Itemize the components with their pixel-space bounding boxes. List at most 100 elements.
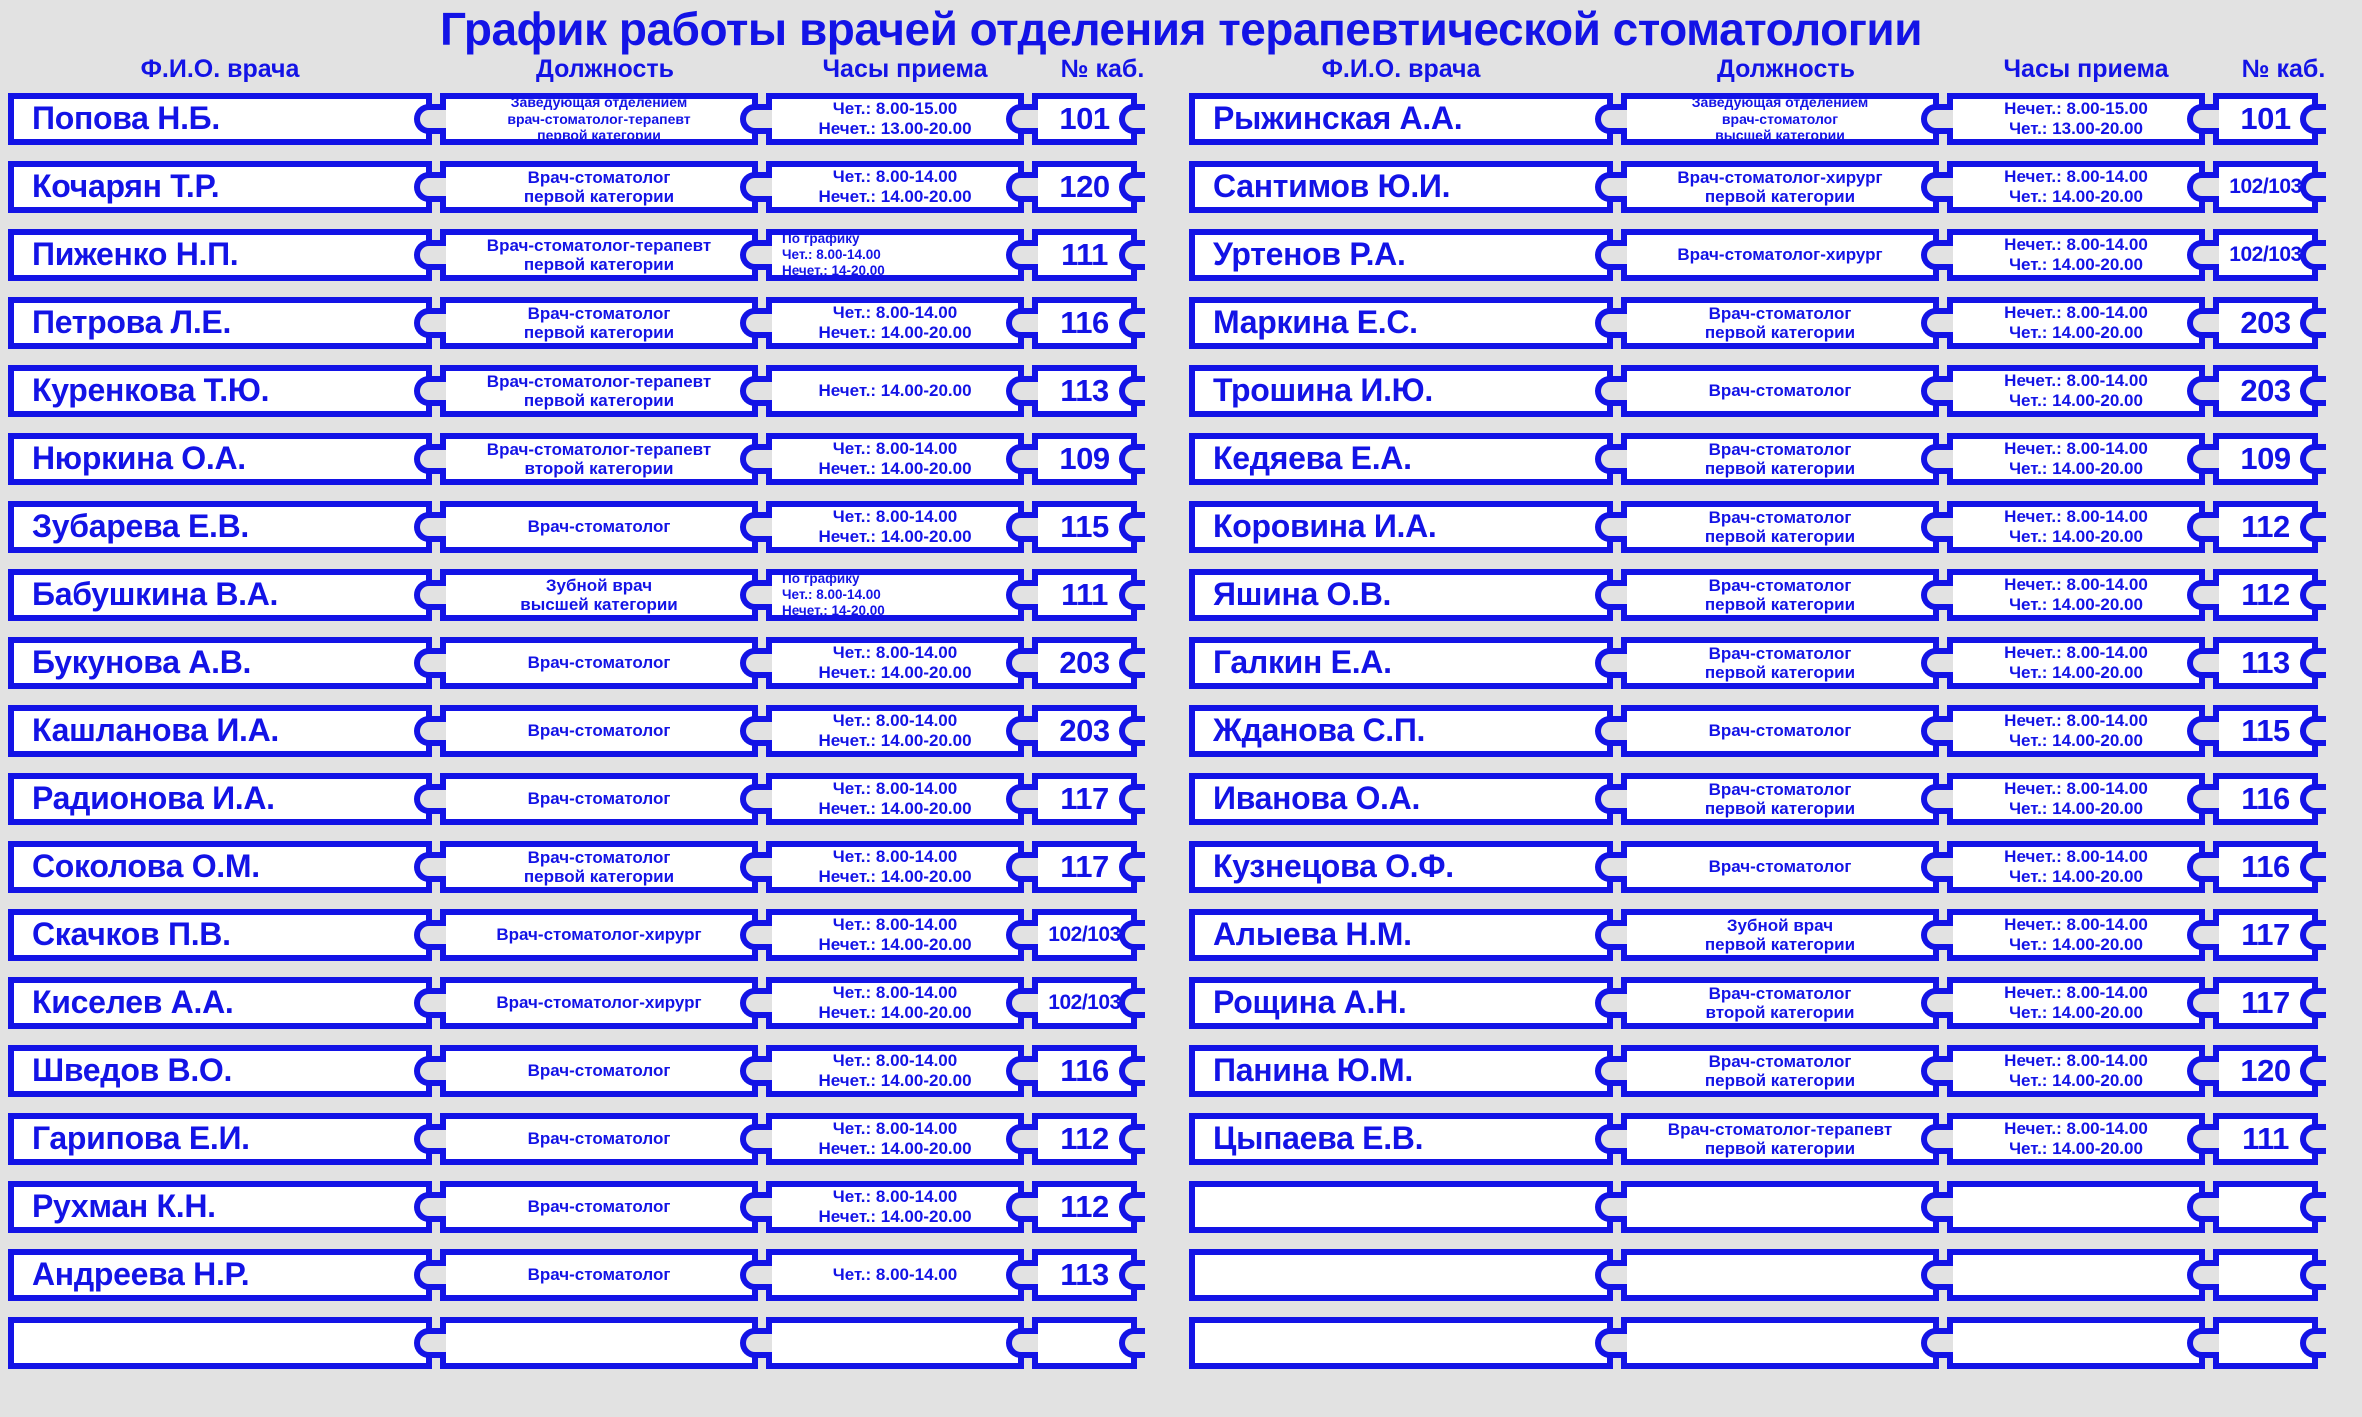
doctor-name-tag[interactable]: Кузнецова О.Ф. xyxy=(1189,840,1613,893)
doctor-position-tag[interactable]: Врач-стоматолог первой категории xyxy=(1621,1044,1939,1097)
doctor-cabinet-tag[interactable]: 203 xyxy=(1032,704,1137,757)
doctor-position-tag[interactable]: Врач-стоматолог xyxy=(440,772,758,825)
doctor-name-tag[interactable]: Уртенов Р.А. xyxy=(1189,228,1613,281)
doctor-name-tag[interactable]: Нюркина О.А. xyxy=(8,432,432,485)
doctor-name-tag[interactable]: Андреева Н.Р. xyxy=(8,1248,432,1301)
doctor-cabinet-tag[interactable] xyxy=(2213,1316,2318,1369)
doctor-name-tag[interactable]: Бабушкина В.А. xyxy=(8,568,432,621)
doctor-cabinet-tag[interactable]: 117 xyxy=(2213,908,2318,961)
doctor-hours-tag[interactable]: Нечет.: 8.00-14.00 Чет.: 14.00-20.00 xyxy=(1947,160,2205,213)
doctor-hours-tag[interactable] xyxy=(1947,1248,2205,1301)
doctor-hours-tag[interactable]: Чет.: 8.00-14.00 Нечет.: 14.00-20.00 xyxy=(766,432,1024,485)
doctor-name-tag[interactable]: Гарипова Е.И. xyxy=(8,1112,432,1165)
doctor-position-tag[interactable]: Врач-стоматолог второй категории xyxy=(1621,976,1939,1029)
doctor-hours-tag[interactable]: Чет.: 8.00-14.00 Нечет.: 14.00-20.00 xyxy=(766,704,1024,757)
doctor-hours-tag[interactable]: Чет.: 8.00-14.00 Нечет.: 14.00-20.00 xyxy=(766,1112,1024,1165)
doctor-position-tag[interactable]: Врач-стоматолог первой категории xyxy=(1621,432,1939,485)
doctor-name-tag[interactable]: Маркина Е.С. xyxy=(1189,296,1613,349)
doctor-position-tag[interactable]: Заведующая отделением врач-стоматолог высш… xyxy=(1621,92,1939,145)
doctor-name-tag[interactable]: Галкин Е.А. xyxy=(1189,636,1613,689)
doctor-hours-tag[interactable]: Чет.: 8.00-14.00 Нечет.: 14.00-20.00 xyxy=(766,976,1024,1029)
doctor-name-tag[interactable]: Соколова О.М. xyxy=(8,840,432,893)
doctor-position-tag[interactable] xyxy=(1621,1180,1939,1233)
doctor-cabinet-tag[interactable]: 116 xyxy=(2213,840,2318,893)
doctor-name-tag[interactable] xyxy=(1189,1316,1613,1369)
doctor-position-tag[interactable]: Врач-стоматолог xyxy=(440,1044,758,1097)
doctor-hours-tag[interactable]: Нечет.: 8.00-14.00 Чет.: 14.00-20.00 xyxy=(1947,840,2205,893)
doctor-cabinet-tag[interactable]: 116 xyxy=(1032,296,1137,349)
doctor-position-tag[interactable]: Врач-стоматолог-терапевт первой категории xyxy=(1621,1112,1939,1165)
doctor-position-tag[interactable]: Врач-стоматолог-терапевт первой категории xyxy=(440,228,758,281)
doctor-cabinet-tag[interactable]: 115 xyxy=(1032,500,1137,553)
doctor-cabinet-tag[interactable]: 117 xyxy=(1032,840,1137,893)
doctor-cabinet-tag[interactable]: 112 xyxy=(2213,568,2318,621)
doctor-name-tag[interactable]: Жданова С.П. xyxy=(1189,704,1613,757)
doctor-hours-tag[interactable]: Чет.: 8.00-14.00 Нечет.: 14.00-20.00 xyxy=(766,636,1024,689)
doctor-cabinet-tag[interactable]: 102/103 xyxy=(2213,228,2318,281)
doctor-name-tag[interactable] xyxy=(8,1316,432,1369)
doctor-cabinet-tag[interactable]: 203 xyxy=(2213,364,2318,417)
doctor-hours-tag[interactable]: Нечет.: 8.00-14.00 Чет.: 14.00-20.00 xyxy=(1947,1112,2205,1165)
doctor-hours-tag[interactable]: Нечет.: 14.00-20.00 xyxy=(766,364,1024,417)
doctor-cabinet-tag[interactable]: 111 xyxy=(2213,1112,2318,1165)
doctor-position-tag[interactable]: Врач-стоматолог первой категории xyxy=(1621,772,1939,825)
doctor-name-tag[interactable]: Алыева Н.М. xyxy=(1189,908,1613,961)
doctor-hours-tag[interactable] xyxy=(766,1316,1024,1369)
doctor-hours-tag[interactable]: По графику Чет.: 8.00-14.00 Нечет.: 14-20.… xyxy=(766,568,1024,621)
doctor-hours-tag[interactable]: Нечет.: 8.00-14.00 Чет.: 14.00-20.00 xyxy=(1947,772,2205,825)
doctor-hours-tag[interactable] xyxy=(1947,1316,2205,1369)
doctor-hours-tag[interactable]: По графику Чет.: 8.00-14.00 Нечет.: 14-20.… xyxy=(766,228,1024,281)
doctor-position-tag[interactable]: Врач-стоматолог-хирург xyxy=(440,976,758,1029)
doctor-name-tag[interactable]: Панина Ю.М. xyxy=(1189,1044,1613,1097)
doctor-name-tag[interactable]: Цыпаева Е.В. xyxy=(1189,1112,1613,1165)
doctor-cabinet-tag[interactable] xyxy=(1032,1316,1137,1369)
doctor-position-tag[interactable]: Врач-стоматолог первой категории xyxy=(1621,500,1939,553)
doctor-position-tag[interactable]: Врач-стоматолог xyxy=(440,500,758,553)
doctor-name-tag[interactable]: Сантимов Ю.И. xyxy=(1189,160,1613,213)
doctor-name-tag[interactable] xyxy=(1189,1248,1613,1301)
doctor-position-tag[interactable]: Врач-стоматолог-терапевт первой категории xyxy=(440,364,758,417)
doctor-hours-tag[interactable]: Чет.: 8.00-14.00 Нечет.: 14.00-20.00 xyxy=(766,1180,1024,1233)
doctor-position-tag[interactable]: Врач-стоматолог xyxy=(440,1112,758,1165)
doctor-name-tag[interactable]: Яшина О.В. xyxy=(1189,568,1613,621)
doctor-hours-tag[interactable]: Чет.: 8.00-14.00 Нечет.: 14.00-20.00 xyxy=(766,296,1024,349)
doctor-cabinet-tag[interactable]: 102/103 xyxy=(1032,976,1137,1029)
doctor-cabinet-tag[interactable]: 117 xyxy=(1032,772,1137,825)
doctor-position-tag[interactable]: Врач-стоматолог первой категории xyxy=(1621,296,1939,349)
doctor-position-tag[interactable]: Врач-стоматолог-хирург xyxy=(1621,228,1939,281)
doctor-cabinet-tag[interactable]: 101 xyxy=(2213,92,2318,145)
doctor-name-tag[interactable]: Кедяева Е.А. xyxy=(1189,432,1613,485)
doctor-cabinet-tag[interactable]: 112 xyxy=(2213,500,2318,553)
doctor-cabinet-tag[interactable]: 117 xyxy=(2213,976,2318,1029)
doctor-cabinet-tag[interactable]: 101 xyxy=(1032,92,1137,145)
doctor-hours-tag[interactable]: Нечет.: 8.00-14.00 Чет.: 14.00-20.00 xyxy=(1947,908,2205,961)
doctor-cabinet-tag[interactable]: 112 xyxy=(1032,1180,1137,1233)
doctor-position-tag[interactable]: Врач-стоматолог xyxy=(1621,840,1939,893)
doctor-position-tag[interactable]: Врач-стоматолог xyxy=(440,636,758,689)
doctor-name-tag[interactable]: Рухман К.Н. xyxy=(8,1180,432,1233)
doctor-position-tag[interactable]: Врач-стоматолог xyxy=(440,1180,758,1233)
doctor-name-tag[interactable]: Радионова И.А. xyxy=(8,772,432,825)
doctor-hours-tag[interactable]: Нечет.: 8.00-14.00 Чет.: 14.00-20.00 xyxy=(1947,296,2205,349)
doctor-hours-tag[interactable]: Чет.: 8.00-14.00 Нечет.: 14.00-20.00 xyxy=(766,840,1024,893)
doctor-cabinet-tag[interactable]: 203 xyxy=(1032,636,1137,689)
doctor-cabinet-tag[interactable]: 115 xyxy=(2213,704,2318,757)
doctor-hours-tag[interactable]: Чет.: 8.00-15.00 Нечет.: 13.00-20.00 xyxy=(766,92,1024,145)
doctor-position-tag[interactable]: Врач-стоматолог первой категории xyxy=(440,840,758,893)
doctor-position-tag[interactable]: Врач-стоматолог первой категории xyxy=(440,160,758,213)
doctor-position-tag[interactable]: Зубной врач высшей категории xyxy=(440,568,758,621)
doctor-cabinet-tag[interactable]: 120 xyxy=(2213,1044,2318,1097)
doctor-name-tag[interactable]: Букунова А.В. xyxy=(8,636,432,689)
doctor-hours-tag[interactable]: Нечет.: 8.00-14.00 Чет.: 14.00-20.00 xyxy=(1947,228,2205,281)
doctor-hours-tag[interactable]: Чет.: 8.00-14.00 xyxy=(766,1248,1024,1301)
doctor-cabinet-tag[interactable]: 111 xyxy=(1032,568,1137,621)
doctor-position-tag[interactable]: Врач-стоматолог первой категории xyxy=(440,296,758,349)
doctor-cabinet-tag[interactable]: 109 xyxy=(2213,432,2318,485)
doctor-position-tag[interactable]: Врач-стоматолог-терапевт второй категории xyxy=(440,432,758,485)
doctor-name-tag[interactable]: Кашланова И.А. xyxy=(8,704,432,757)
doctor-hours-tag[interactable]: Чет.: 8.00-14.00 Нечет.: 14.00-20.00 xyxy=(766,500,1024,553)
doctor-position-tag[interactable]: Заведующая отделением врач-стоматолог-тер… xyxy=(440,92,758,145)
doctor-hours-tag[interactable]: Чет.: 8.00-14.00 Нечет.: 14.00-20.00 xyxy=(766,908,1024,961)
doctor-name-tag[interactable]: Кочарян Т.Р. xyxy=(8,160,432,213)
doctor-name-tag[interactable]: Иванова О.А. xyxy=(1189,772,1613,825)
